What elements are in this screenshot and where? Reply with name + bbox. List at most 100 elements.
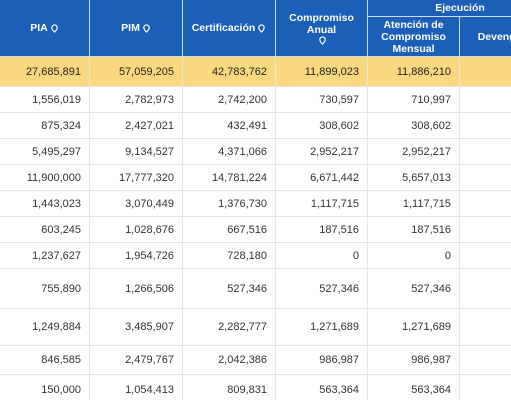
data-cell: 0 bbox=[368, 243, 460, 269]
data-cell: 730,597 bbox=[276, 87, 368, 113]
data-cell: 1,376,730 bbox=[183, 191, 276, 217]
data-cell: 986,987 bbox=[276, 346, 368, 375]
data-cell: 5,495,297 bbox=[0, 139, 90, 165]
cell-text: 6,671,442 bbox=[310, 171, 359, 184]
data-cell: 710,997 bbox=[368, 87, 460, 113]
data-cell: 2,952,217 bbox=[276, 139, 368, 165]
data-cell: 308,602 bbox=[276, 113, 368, 139]
empty-cell bbox=[460, 269, 511, 309]
data-cell: 2,042,386 bbox=[183, 346, 276, 375]
cell-text: 4,371,066 bbox=[218, 145, 267, 158]
data-cell: 846,585 bbox=[0, 346, 90, 375]
data-cell: 5,657,013 bbox=[368, 165, 460, 191]
total-cell: 10 bbox=[460, 57, 511, 87]
column-header[interactable]: PIA bbox=[0, 0, 90, 57]
data-cell: 4 bbox=[460, 165, 511, 191]
cell-text: 1,556,019 bbox=[32, 93, 81, 106]
cell-text: 187,516 bbox=[319, 223, 359, 236]
empty-cell bbox=[460, 217, 511, 243]
cell-text: 1,237,627 bbox=[32, 249, 81, 262]
cell-text: 11,886,210 bbox=[396, 65, 451, 78]
cell-text: 1,271,689 bbox=[310, 321, 359, 333]
cell-text: 187,516 bbox=[411, 223, 451, 236]
cell-text: 1,054,413 bbox=[125, 384, 174, 396]
data-cell: 1,271,689 bbox=[368, 309, 460, 346]
empty-cell bbox=[460, 191, 511, 217]
data-cell: 1,117,715 bbox=[276, 191, 368, 217]
total-cell: 42,783,762 bbox=[183, 57, 276, 87]
total-cell: 27,685,891 bbox=[0, 57, 90, 87]
cell-text: 667,516 bbox=[227, 223, 267, 236]
data-cell: 667,516 bbox=[183, 217, 276, 243]
cell-text: 1,117,715 bbox=[310, 197, 359, 210]
cell-text: 2,479,767 bbox=[125, 354, 174, 366]
data-cell: 432,491 bbox=[183, 113, 276, 139]
data-cell: 1,266,506 bbox=[90, 269, 183, 309]
cell-text: 11,899,023 bbox=[304, 65, 359, 78]
cell-text: 308,602 bbox=[319, 119, 359, 132]
cell-text: Certificación bbox=[191, 22, 256, 34]
cell-text: 2,782,973 bbox=[125, 93, 174, 106]
data-cell: 1,954,726 bbox=[90, 243, 183, 269]
cell-text: 3,485,907 bbox=[125, 321, 174, 333]
cell-text: Atención de Compromiso Mensual bbox=[381, 18, 446, 55]
column-header[interactable]: Devengado bbox=[460, 17, 511, 57]
cell-text: 2,282,777 bbox=[218, 321, 267, 333]
data-cell: 1,556,019 bbox=[0, 87, 90, 113]
data-cell: 1,443,023 bbox=[0, 191, 90, 217]
cell-text: 2,952,217 bbox=[310, 145, 359, 158]
column-header[interactable]: Atención de Compromiso Mensual bbox=[368, 17, 460, 57]
data-cell: 0 bbox=[276, 243, 368, 269]
cell-text: 755,890 bbox=[41, 282, 81, 295]
data-cell: 563,364 bbox=[368, 375, 460, 400]
cell-text: 11,900,000 bbox=[26, 171, 81, 184]
cell-text: 809,831 bbox=[227, 384, 267, 396]
cell-text: 986,987 bbox=[411, 354, 451, 366]
empty-cell bbox=[460, 346, 511, 375]
cell-text: 2,952,217 bbox=[402, 145, 451, 158]
data-cell: 1,237,627 bbox=[0, 243, 90, 269]
data-cell: 2,479,767 bbox=[90, 346, 183, 375]
cell-text: 563,364 bbox=[319, 384, 359, 396]
empty-cell bbox=[460, 87, 511, 113]
data-cell: 4,371,066 bbox=[183, 139, 276, 165]
data-cell: 986,987 bbox=[368, 346, 460, 375]
data-cell: 1,028,676 bbox=[90, 217, 183, 243]
empty-cell bbox=[460, 375, 511, 400]
cell-text: 875,324 bbox=[41, 119, 81, 132]
data-cell: 3,070,449 bbox=[90, 191, 183, 217]
data-cell: 2,742,200 bbox=[183, 87, 276, 113]
data-cell: 150,000 bbox=[0, 375, 90, 400]
empty-cell bbox=[460, 139, 511, 165]
data-cell: 2,782,973 bbox=[90, 87, 183, 113]
data-cell: 2,427,021 bbox=[90, 113, 183, 139]
cell-text: 710,997 bbox=[411, 93, 451, 106]
empty-cell bbox=[460, 309, 511, 346]
data-cell: 527,346 bbox=[276, 269, 368, 309]
data-cell: 308,602 bbox=[368, 113, 460, 139]
total-cell: 57,059,205 bbox=[90, 57, 183, 87]
data-cell: 527,346 bbox=[183, 269, 276, 309]
empty-cell bbox=[460, 113, 511, 139]
cell-text: 1,376,730 bbox=[218, 197, 267, 210]
cell-text: PIA bbox=[30, 22, 48, 34]
data-cell: 563,364 bbox=[276, 375, 368, 400]
cell-text: 603,245 bbox=[41, 223, 81, 236]
column-header[interactable]: Certificación bbox=[183, 0, 276, 57]
cell-text: 1,443,023 bbox=[32, 197, 81, 210]
cell-text: 1,249,884 bbox=[32, 321, 81, 333]
column-header[interactable]: Compromiso Anual bbox=[276, 0, 368, 57]
data-cell: 728,180 bbox=[183, 243, 276, 269]
data-cell: 755,890 bbox=[0, 269, 90, 309]
total-cell: 11,899,023 bbox=[276, 57, 368, 87]
data-cell: 2,952,217 bbox=[368, 139, 460, 165]
column-header[interactable]: PIM bbox=[90, 0, 183, 57]
data-cell: 14,781,224 bbox=[183, 165, 276, 191]
data-cell: 2,282,777 bbox=[183, 309, 276, 346]
cell-text: 1,028,676 bbox=[125, 223, 174, 236]
data-cell: 1,249,884 bbox=[0, 309, 90, 346]
cell-text: 527,346 bbox=[411, 282, 451, 295]
group-header: Ejecución bbox=[368, 0, 511, 17]
cell-text: 14,781,224 bbox=[211, 171, 267, 184]
